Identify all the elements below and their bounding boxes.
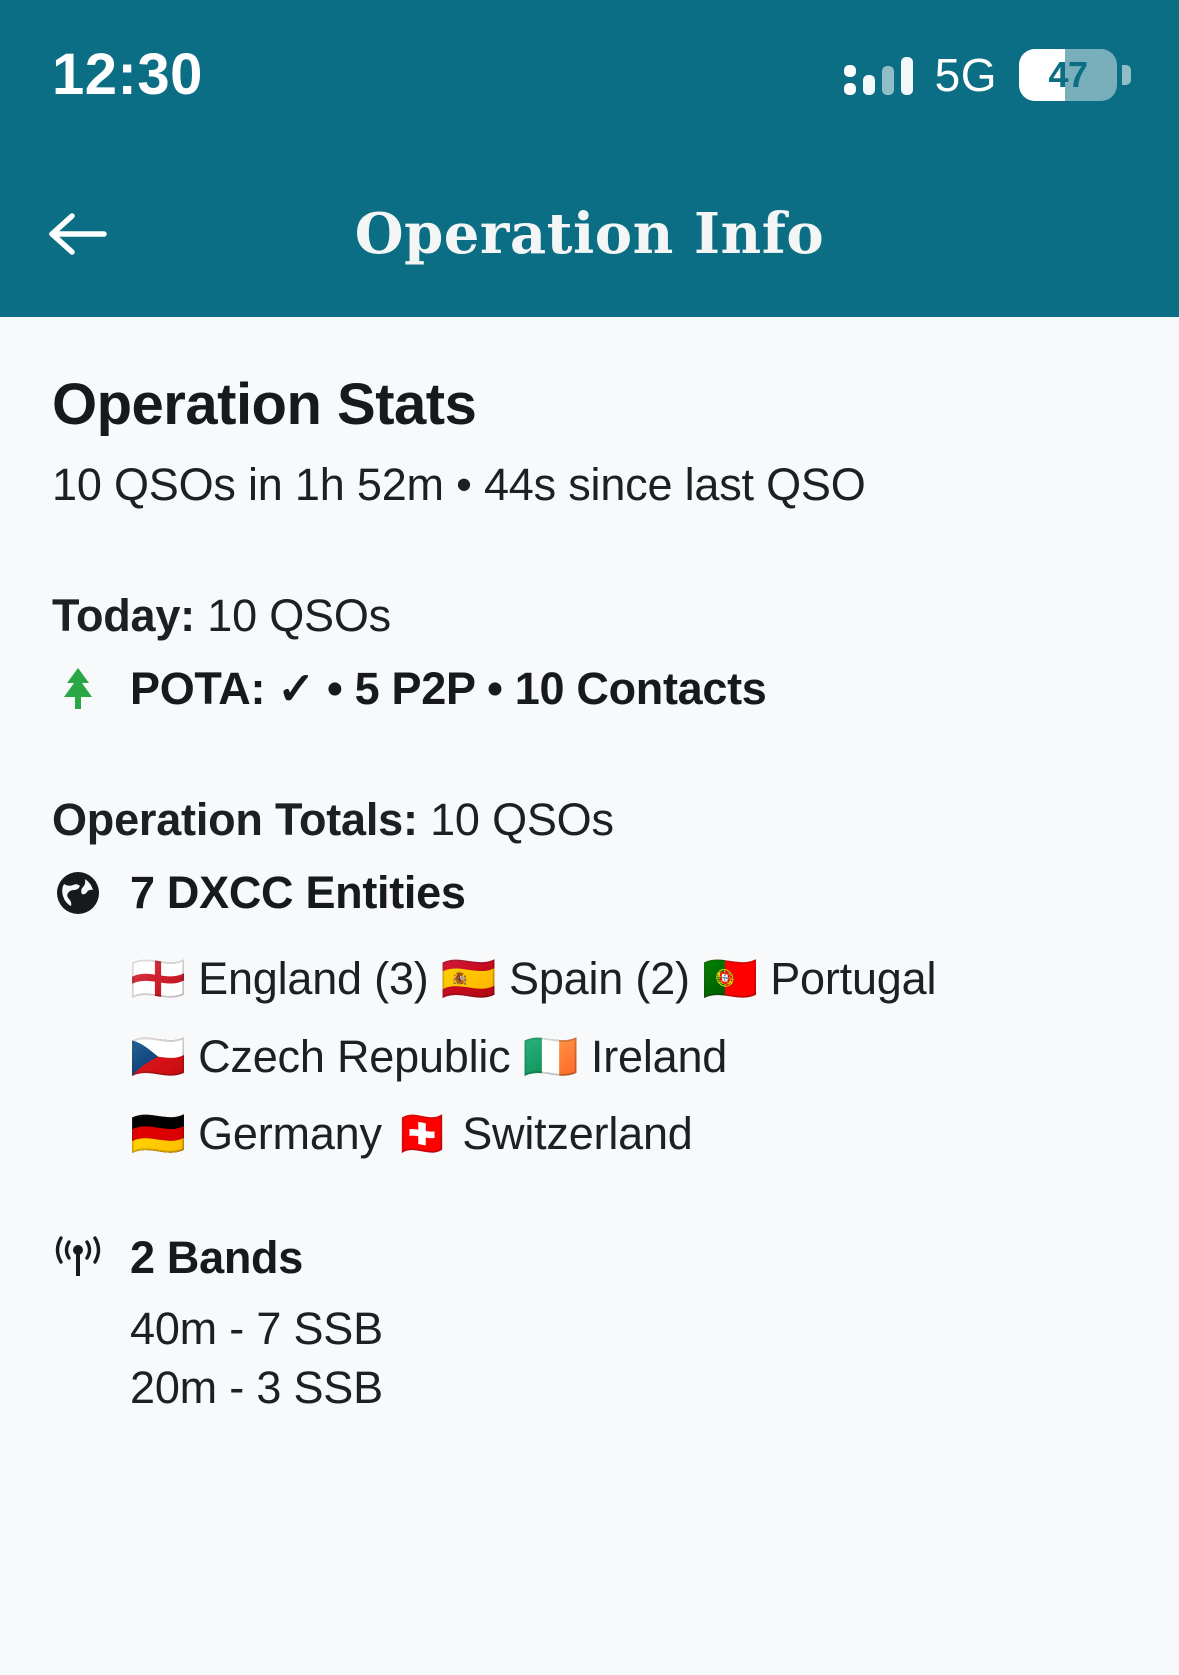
operation-totals-value: 10 QSOs <box>430 794 614 846</box>
antenna-broadcast-icon <box>52 1235 104 1281</box>
today-label: Today: <box>52 589 195 641</box>
globe-icon <box>52 867 104 919</box>
operation-totals-label: Operation Totals: <box>52 794 418 846</box>
dxcc-heading: 7 DXCC Entities <box>130 867 466 919</box>
pota-line: POTA: ✓ • 5 P2P • 10 Contacts <box>130 663 767 715</box>
battery-icon: 47 <box>1019 49 1131 101</box>
back-arrow-icon[interactable] <box>36 192 120 276</box>
operation-summary-line: 10 QSOs in 1h 52m • 44s since last QSO <box>52 458 866 510</box>
operation-totals-block: Operation Totals: 10 QSOs 7 DXCC Entitie… <box>52 792 1127 1417</box>
band-list: 40m - 7 SSB 20m - 3 SSB <box>52 1299 1127 1418</box>
today-line: Today: 10 QSOs <box>52 588 1127 644</box>
dxcc-entity-line: 🏴󠁧󠁢󠁥󠁮󠁧󠁿 England (3) 🇪🇸 Spain (2) 🇵🇹 Port… <box>130 953 937 1005</box>
battery-percent-label: 47 <box>1048 54 1088 95</box>
dxcc-entity-list: 🏴󠁧󠁢󠁥󠁮󠁧󠁿 England (3) 🇪🇸 Spain (2) 🇵🇹 Port… <box>52 940 1127 1172</box>
operation-stats-panel: Operation Stats 10 QSOs in 1h 52m • 44s … <box>0 317 1179 1417</box>
page-title: Operation Info <box>354 200 825 267</box>
bands-row: 2 Bands <box>52 1231 1127 1285</box>
band-list-item: 40m - 7 SSB <box>130 1302 383 1354</box>
today-value: 10 QSOs <box>207 589 391 641</box>
status-bar: 12:30 5G 47 <box>0 0 1179 150</box>
operation-totals-line: Operation Totals: 10 QSOs <box>52 792 1127 848</box>
section-heading-operation-stats: Operation Stats <box>52 372 477 437</box>
network-type-label: 5G <box>934 49 997 101</box>
band-list-item: 20m - 3 SSB <box>130 1361 383 1413</box>
title-bar: Operation Info <box>0 150 1179 317</box>
dxcc-row: 7 DXCC Entities <box>52 866 1127 920</box>
app-header: 12:30 5G 47 <box>0 0 1179 317</box>
dxcc-entity-line: 🇩🇪 Germany 🇨🇭 Switzerland <box>130 1108 693 1160</box>
today-block: Today: 10 QSOs POTA: ✓ • 5 P2P • 10 Cont… <box>52 588 1127 716</box>
status-bar-indicators: 5G 47 <box>843 49 1131 101</box>
dxcc-entity-line: 🇨🇿 Czech Republic 🇮🇪 Ireland <box>130 1030 728 1082</box>
cellular-signal-icon <box>843 55 913 95</box>
evergreen-tree-icon <box>52 665 104 713</box>
pota-row: POTA: ✓ • 5 P2P • 10 Contacts <box>52 662 1127 716</box>
status-bar-clock: 12:30 <box>52 42 203 107</box>
bands-heading: 2 Bands <box>130 1231 303 1283</box>
